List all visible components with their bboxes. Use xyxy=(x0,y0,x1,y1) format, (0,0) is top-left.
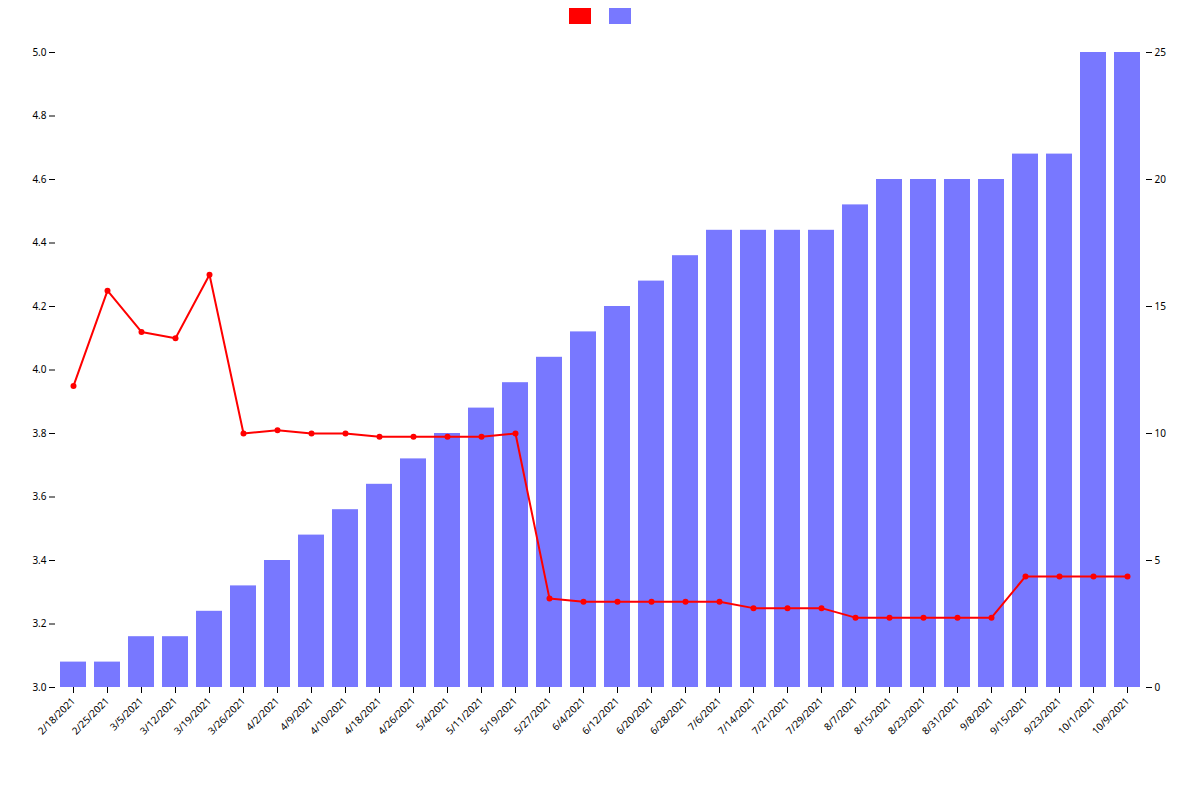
svg-text:6/12/2021: 6/12/2021 xyxy=(578,693,622,738)
svg-text:3/26/2021: 3/26/2021 xyxy=(204,694,247,737)
svg-text:4.4: 4.4 xyxy=(32,235,46,249)
svg-text:3.0: 3.0 xyxy=(32,680,46,694)
svg-text:7/14/2021: 7/14/2021 xyxy=(714,693,758,738)
svg-text:5/4/2021: 5/4/2021 xyxy=(412,693,452,734)
svg-text:6/4/2021: 6/4/2021 xyxy=(548,693,588,734)
svg-text:4.6: 4.6 xyxy=(32,172,46,186)
svg-text:15: 15 xyxy=(1155,299,1167,313)
svg-text:4.0: 4.0 xyxy=(32,362,46,376)
svg-text:10/1/2021: 10/1/2021 xyxy=(1054,693,1098,738)
svg-text:3/5/2021: 3/5/2021 xyxy=(106,693,146,734)
svg-text:3/12/2021: 3/12/2021 xyxy=(136,693,180,738)
svg-text:9/15/2021: 9/15/2021 xyxy=(986,693,1030,738)
svg-text:7/29/2021: 7/29/2021 xyxy=(782,694,825,737)
svg-text:4/9/2021: 4/9/2021 xyxy=(276,693,316,734)
svg-text:0: 0 xyxy=(1155,680,1161,694)
svg-text:3.8: 3.8 xyxy=(32,426,46,440)
svg-text:7/21/2021: 7/21/2021 xyxy=(748,693,792,738)
svg-text:2/25/2021: 2/25/2021 xyxy=(68,694,111,737)
svg-text:5: 5 xyxy=(1155,553,1161,567)
svg-text:8/15/2021: 8/15/2021 xyxy=(850,693,894,738)
svg-text:7/6/2021: 7/6/2021 xyxy=(684,693,724,734)
svg-text:3.6: 3.6 xyxy=(32,489,46,503)
svg-text:10: 10 xyxy=(1155,426,1167,440)
svg-text:8/23/2021: 8/23/2021 xyxy=(884,693,928,738)
svg-text:3/19/2021: 3/19/2021 xyxy=(170,693,214,738)
svg-text:25: 25 xyxy=(1155,45,1167,59)
svg-text:6/28/2021: 6/28/2021 xyxy=(646,694,689,737)
svg-text:3.4: 3.4 xyxy=(32,553,46,567)
svg-text:5/11/2021: 5/11/2021 xyxy=(442,693,486,738)
svg-text:6/20/2021: 6/20/2021 xyxy=(612,693,656,738)
svg-text:9/23/2021: 9/23/2021 xyxy=(1020,693,1064,738)
svg-text:4/2/2021: 4/2/2021 xyxy=(242,694,281,733)
svg-text:4/18/2021: 4/18/2021 xyxy=(340,693,384,738)
svg-text:5.0: 5.0 xyxy=(32,45,46,59)
svg-text:8/7/2021: 8/7/2021 xyxy=(820,693,860,734)
svg-text:2/18/2021: 2/18/2021 xyxy=(34,693,78,738)
svg-text:20: 20 xyxy=(1155,172,1167,186)
svg-text:8/31/2021: 8/31/2021 xyxy=(918,694,961,737)
svg-text:4/26/2021: 4/26/2021 xyxy=(374,694,417,737)
svg-text:5/27/2021: 5/27/2021 xyxy=(510,694,553,737)
svg-text:5/19/2021: 5/19/2021 xyxy=(476,693,520,738)
svg-text:4/10/2021: 4/10/2021 xyxy=(306,693,350,738)
svg-text:9/8/2021: 9/8/2021 xyxy=(956,693,996,734)
svg-text:4.8: 4.8 xyxy=(32,108,46,122)
svg-text:4.2: 4.2 xyxy=(32,299,46,313)
svg-text:3.2: 3.2 xyxy=(32,616,46,630)
svg-text:10/9/2021: 10/9/2021 xyxy=(1088,694,1131,737)
